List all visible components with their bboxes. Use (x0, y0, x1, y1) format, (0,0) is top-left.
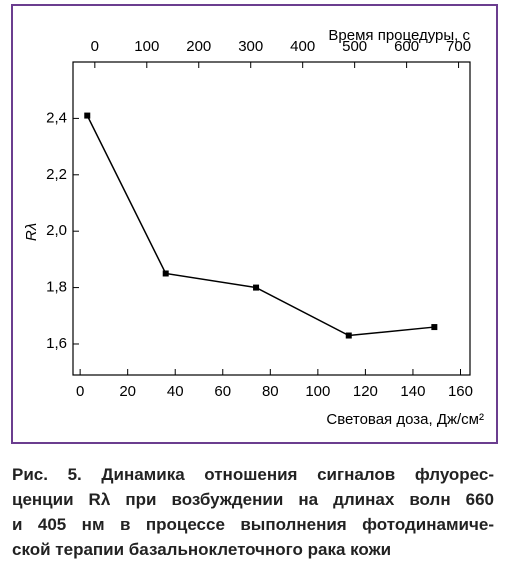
x-tick-label: 80 (262, 383, 279, 400)
x-axis-label: Световая доза, Дж/см² (326, 411, 484, 428)
data-point (431, 324, 438, 331)
caption-line: ской терапии базальноклеточного рака кож… (12, 540, 392, 559)
x2-tick-label: 100 (134, 38, 159, 55)
caption: Рис. 5. Динамика отношения сигналов флуо… (12, 462, 494, 562)
x-tick-label: 40 (167, 383, 184, 400)
chart-border (11, 4, 498, 444)
x2-tick-label: 700 (446, 38, 471, 55)
chart: Время процедуры, с Световая доза, Дж/см²… (11, 4, 498, 444)
caption-line: ценции Rλ при возбуждении на длинах волн… (12, 490, 494, 509)
plot-frame (72, 61, 471, 376)
data-point (253, 284, 260, 291)
x2-tick-label: 0 (91, 38, 99, 55)
x-tick-label: 120 (353, 383, 378, 400)
data-line (86, 115, 435, 337)
x2-tick-label: 200 (186, 38, 211, 55)
x-tick-label: 20 (119, 383, 136, 400)
data-point (84, 112, 91, 119)
x2-tick-label: 600 (394, 38, 419, 55)
x2-tick-label: 300 (238, 38, 263, 55)
x-tick-label: 160 (448, 383, 473, 400)
x2-tick-label: 500 (342, 38, 367, 55)
x-tick-label: 100 (305, 383, 330, 400)
x2-tick-label: 400 (290, 38, 315, 55)
data-point (345, 332, 352, 339)
y-axis-label: Rλ (23, 223, 40, 241)
x-tick-label: 60 (214, 383, 231, 400)
caption-line: Рис. 5. Динамика отношения сигналов флуо… (12, 465, 494, 484)
y-tick-label: 2,2 (46, 166, 67, 183)
x-tick-label: 140 (400, 383, 425, 400)
y-tick-label: 2,0 (46, 222, 67, 239)
x2-axis-label: Время процедуры, с (328, 27, 470, 44)
caption-line: и 405 нм в процессе выполнения фотодинам… (12, 515, 494, 534)
x-tick-label: 0 (76, 383, 84, 400)
y-tick-label: 2,4 (46, 109, 67, 126)
data-point (162, 270, 169, 277)
y-tick-label: 1,8 (46, 279, 67, 296)
y-tick-label: 1,6 (46, 335, 67, 352)
